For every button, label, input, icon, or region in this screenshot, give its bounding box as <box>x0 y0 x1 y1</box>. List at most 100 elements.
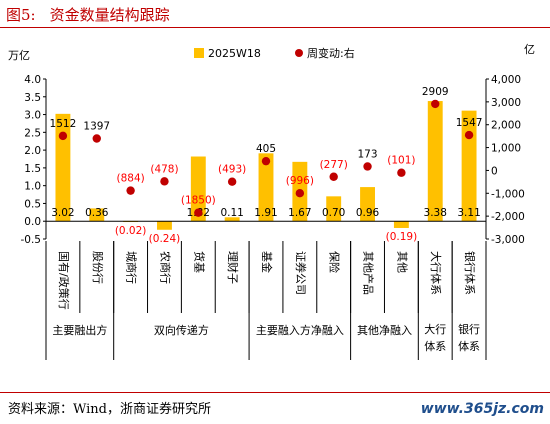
left-axis-tick-label: 1.5 <box>24 163 41 175</box>
bar <box>360 187 375 222</box>
category-label: 基金 <box>260 251 274 273</box>
figure-title-text: 资金数量结构跟踪 <box>49 6 170 24</box>
bar-value-label: 3.11 <box>457 207 480 219</box>
weekly-change-label: (996) <box>286 175 314 187</box>
group-label-line2: 体系 <box>458 339 480 353</box>
watermark: www.365jz.com <box>420 401 544 417</box>
legend-bar-label: 2025W18 <box>208 47 261 60</box>
group-label: 银行 <box>458 322 480 336</box>
weekly-change-label: (478) <box>150 163 178 175</box>
bar-value-label: (0.02) <box>115 225 147 237</box>
weekly-change-dot <box>227 177 237 186</box>
category-label: 其他 <box>395 251 408 273</box>
weekly-change-dot <box>363 162 372 171</box>
left-axis-unit: 万亿 <box>8 49 30 62</box>
weekly-change-dot <box>295 188 305 198</box>
group-label: 其他净融入 <box>357 323 412 337</box>
weekly-change-label: 405 <box>256 143 276 155</box>
left-axis-tick-label: 0.0 <box>24 216 41 228</box>
source-note: 资料来源：Wind，浙商证券研究所 <box>8 402 211 417</box>
left-axis-tick-label: 2.0 <box>24 145 41 157</box>
left-axis-tick-label: -0.5 <box>21 234 42 246</box>
group-label-line2: 体系 <box>424 339 446 353</box>
left-axis-tick-label: 1.0 <box>24 181 41 193</box>
figure-title: 图5: 资金数量结构跟踪 <box>6 4 184 25</box>
title-divider <box>0 27 550 28</box>
left-axis-tick-label: 3.5 <box>24 92 41 104</box>
weekly-change-label: (493) <box>218 164 246 176</box>
weekly-change-label: (884) <box>116 173 144 185</box>
weekly-change-label: 1397 <box>83 120 110 132</box>
category-label: 农商行 <box>158 251 172 284</box>
bar <box>190 156 206 222</box>
category-label: 其他产品 <box>362 251 376 295</box>
weekly-change-label: (1850) <box>181 195 216 207</box>
category-label: 城商行 <box>125 251 139 284</box>
right-axis-tick-label: 1,000 <box>491 143 521 155</box>
bar-value-label: (0.24) <box>149 233 181 245</box>
bar-value-label: 3.02 <box>51 207 74 219</box>
right-axis-tick-label: 3,000 <box>491 97 521 109</box>
bar <box>393 221 409 228</box>
legend-bar-swatch <box>194 48 204 58</box>
category-label: 国有/政策行 <box>57 251 71 310</box>
category-label: 保险 <box>328 251 342 273</box>
left-axis-tick-label: 2.5 <box>24 127 41 139</box>
weekly-change-dot <box>397 168 406 177</box>
category-label: 理财子 <box>226 251 240 284</box>
weekly-change-label: 173 <box>358 148 378 160</box>
weekly-change-label: (277) <box>320 159 348 171</box>
group-label: 主要融出方 <box>52 323 107 337</box>
group-label: 大行 <box>424 322 446 336</box>
weekly-change-dot <box>261 156 271 166</box>
weekly-change-label: 2909 <box>422 86 449 98</box>
weekly-change-dot <box>92 134 101 143</box>
bar-value-label: 3.38 <box>424 207 447 219</box>
figure-number: 图5: <box>6 6 36 24</box>
bar <box>157 221 172 230</box>
weekly-change-dot <box>126 186 135 195</box>
legend-dot-label: 周变动:右 <box>307 46 355 60</box>
right-axis-tick-label: -1,000 <box>491 188 525 200</box>
weekly-change-label: 1547 <box>456 117 483 129</box>
bar-value-label: 1.91 <box>254 207 277 219</box>
left-axis-tick-label: 4.0 <box>24 74 41 86</box>
source-divider <box>0 392 550 393</box>
weekly-change-dot <box>329 172 338 181</box>
right-axis-tick-label: 4,000 <box>491 74 521 86</box>
bar <box>89 208 105 222</box>
weekly-change-dot <box>160 177 169 186</box>
right-axis-tick-label: 2,000 <box>491 120 521 132</box>
left-axis-tick-label: 3.0 <box>24 110 41 122</box>
bar <box>326 196 342 222</box>
weekly-change-dot <box>431 99 440 109</box>
bar-value-label: 0.70 <box>322 207 345 219</box>
bar-value-label: 0.11 <box>220 207 243 219</box>
bar-value-label: 0.36 <box>85 207 109 219</box>
right-axis-tick-label: -3,000 <box>491 234 525 246</box>
category-label: 货基 <box>192 251 206 273</box>
bar <box>427 101 443 222</box>
weekly-change-label: (101) <box>387 155 415 167</box>
bar-value-label: 0.96 <box>356 207 380 219</box>
category-label: 证券公司 <box>294 251 308 295</box>
right-axis-tick-label: 0 <box>491 165 498 177</box>
bar-value-label: 1.67 <box>288 207 311 219</box>
weekly-change-dot <box>464 130 474 140</box>
right-axis-unit: 亿 <box>524 43 535 56</box>
bar <box>461 110 477 222</box>
right-axis-tick-label: -2,000 <box>491 211 525 223</box>
category-label: 股份行 <box>91 251 104 284</box>
weekly-change-label: 1512 <box>50 118 77 130</box>
bar <box>224 217 240 222</box>
group-label: 主要融入方净融入 <box>256 323 344 337</box>
weekly-change-dot <box>58 131 68 141</box>
category-label: 大行体系 <box>429 251 443 295</box>
bar <box>55 113 71 222</box>
left-axis-tick-label: 0.5 <box>24 198 41 210</box>
group-label: 双向传递方 <box>154 323 209 337</box>
bar <box>258 153 274 222</box>
bar-value-label: (0.19) <box>386 231 418 243</box>
